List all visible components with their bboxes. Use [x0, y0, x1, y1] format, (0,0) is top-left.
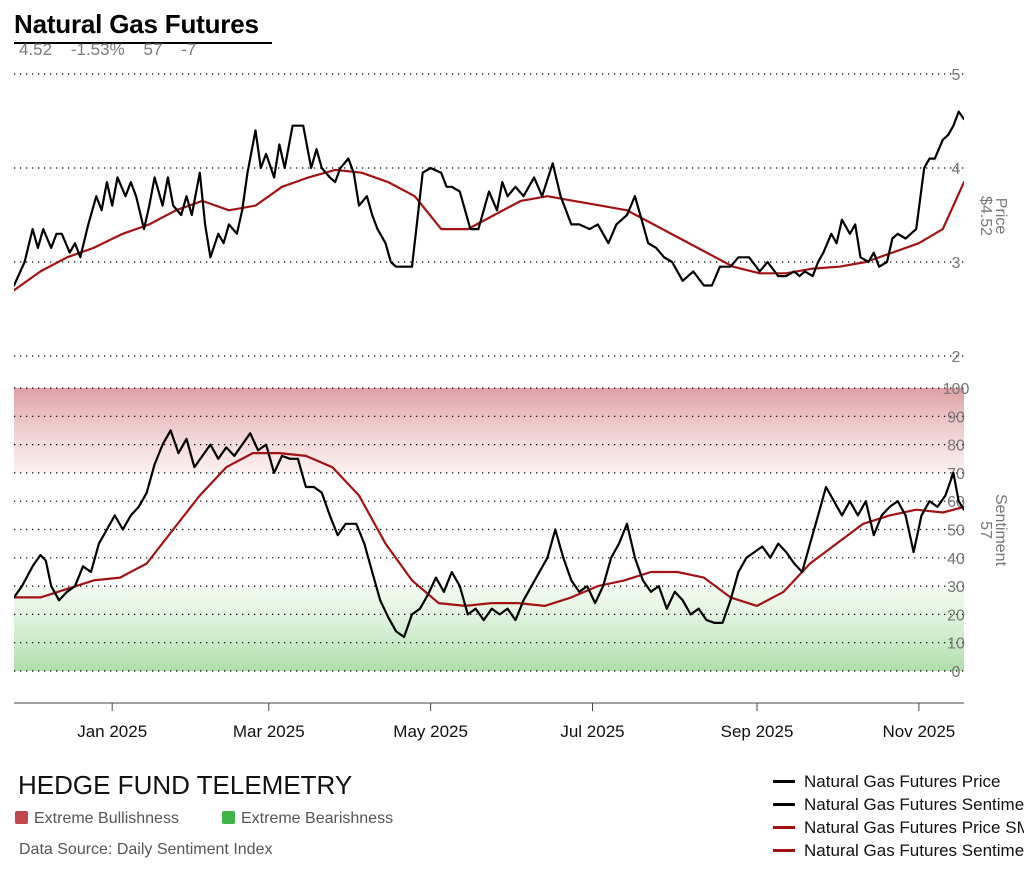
- sentiment-axis-label-title: Sentiment: [992, 494, 1009, 567]
- price-tick-label: 4: [952, 161, 961, 178]
- x-tick-label: Mar 2025: [233, 722, 305, 741]
- legend-item: Natural Gas Futures Sentiment SMA: [773, 839, 1024, 862]
- brand-name: HEDGE FUND TELEMETRY: [18, 770, 353, 800]
- x-tick-label: Jul 2025: [560, 722, 624, 741]
- legend-label: Natural Gas Futures Sentiment: [804, 794, 1024, 814]
- price-axis-label-value: $4.52: [977, 196, 994, 236]
- sentiment-tick-label: 20: [947, 607, 965, 624]
- series-lines: [14, 110, 964, 639]
- title-underline: [14, 42, 272, 44]
- stat-sentiment: 57: [143, 40, 163, 59]
- price-tick-label: 3: [952, 255, 961, 272]
- stat-sentiment-change: -7: [181, 40, 197, 59]
- sentiment-sma-line: [14, 452, 964, 607]
- legend-label: Natural Gas Futures Price SMA: [804, 817, 1024, 837]
- chart-title: Natural Gas Futures: [14, 9, 259, 39]
- sentiment-tick-label: 100: [943, 381, 970, 398]
- legend-line: [773, 849, 795, 852]
- zone-key-label: Extreme Bullishness: [34, 810, 179, 827]
- zone-key-bullish: Extreme Bullishness: [15, 810, 179, 828]
- legend-item: Natural Gas Futures Sentiment: [773, 793, 1024, 816]
- zone-key-bearish: Extreme Bearishness: [222, 810, 393, 828]
- sentiment-line: [14, 429, 964, 639]
- legend: Natural Gas Futures Price Natural Gas Fu…: [773, 770, 1024, 862]
- legend-item: Natural Gas Futures Price: [773, 770, 1024, 793]
- zone-swatch-bearish: [222, 811, 235, 824]
- stat-price: 4.52: [19, 40, 53, 59]
- sentiment-tick-label: 80: [947, 438, 965, 455]
- sentiment-zones: [14, 388, 964, 671]
- price-axis-label: Price$4.52: [977, 196, 1009, 236]
- x-tick-label: Nov 2025: [882, 722, 955, 741]
- legend-line: [773, 780, 795, 783]
- data-source: Data Source: Daily Sentiment Index: [19, 841, 273, 858]
- sentiment-tick-label: 0: [952, 664, 961, 681]
- sentiment-tick-label: 40: [947, 551, 965, 568]
- x-axis: Jan 2025 Mar 2025 May 2025 Jul 2025 Sep 2025…: [14, 702, 964, 741]
- price-line: [14, 110, 964, 287]
- legend-label: Natural Gas Futures Price: [804, 771, 1001, 791]
- zone-extreme-bearish: [14, 586, 964, 671]
- sentiment-tick-label: 90: [947, 409, 965, 426]
- legend-label: Natural Gas Futures Sentiment SMA: [804, 840, 1024, 860]
- legend-line: [773, 803, 795, 806]
- x-tick-label: Sep 2025: [721, 722, 794, 741]
- x-tick-label: Jan 2025: [77, 722, 147, 741]
- zone-key-label: Extreme Bearishness: [241, 810, 394, 827]
- price-axis-label-title: Price: [992, 198, 1009, 235]
- sentiment-tick-label: 50: [947, 523, 965, 540]
- x-tick-label: May 2025: [393, 722, 468, 741]
- legend-line: [773, 826, 795, 829]
- gridlines: [14, 73, 964, 672]
- sentiment-axis-label-value: 57: [977, 521, 994, 539]
- stat-price-change: -1.53%: [70, 40, 125, 59]
- zone-swatch-bullish: [15, 811, 28, 824]
- sentiment-tick-label: 30: [947, 579, 965, 596]
- sentiment-tick-label: 10: [947, 636, 965, 653]
- header-stats: 4.52 -1.53% 57 -7: [19, 40, 210, 60]
- legend-item: Natural Gas Futures Price SMA: [773, 816, 1024, 839]
- price-tick-label: 2: [952, 349, 961, 366]
- zone-extreme-bullish: [14, 388, 964, 473]
- y-axis-labels: 23450102030405060708090100Price$4.52Sent…: [943, 67, 1009, 681]
- price-tick-label: 5: [952, 67, 961, 84]
